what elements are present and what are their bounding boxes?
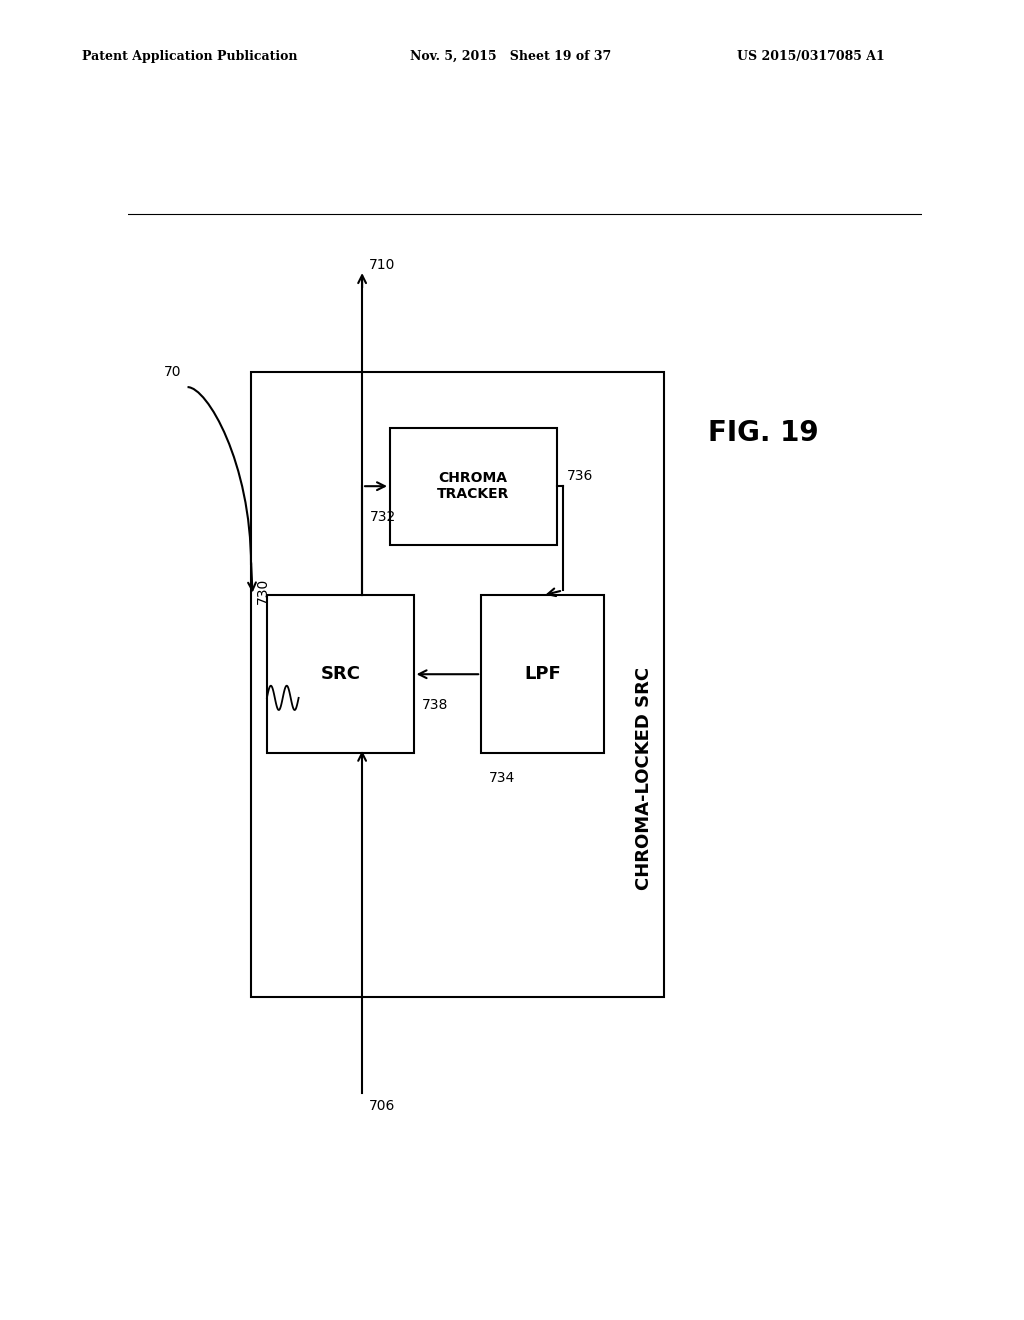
Text: 730: 730 [256,577,270,603]
Text: 734: 734 [489,771,515,785]
Bar [481,595,604,752]
Text: FIG. 19: FIG. 19 [708,418,818,447]
Text: Nov. 5, 2015   Sheet 19 of 37: Nov. 5, 2015 Sheet 19 of 37 [410,50,611,63]
Bar [251,372,664,997]
Text: US 2015/0317085 A1: US 2015/0317085 A1 [737,50,885,63]
Text: CHROMA
TRACKER: CHROMA TRACKER [437,471,509,502]
Text: SRC: SRC [321,665,360,684]
Text: 710: 710 [369,259,395,272]
Text: 736: 736 [567,469,593,483]
Bar [390,428,557,545]
Text: 738: 738 [422,698,449,711]
Bar [267,595,414,752]
Text: LPF: LPF [524,665,561,684]
Text: CHROMA-LOCKED SRC: CHROMA-LOCKED SRC [635,667,653,890]
Text: Patent Application Publication: Patent Application Publication [82,50,297,63]
Text: 732: 732 [370,510,396,524]
Text: 706: 706 [369,1098,395,1113]
Text: 70: 70 [164,364,181,379]
